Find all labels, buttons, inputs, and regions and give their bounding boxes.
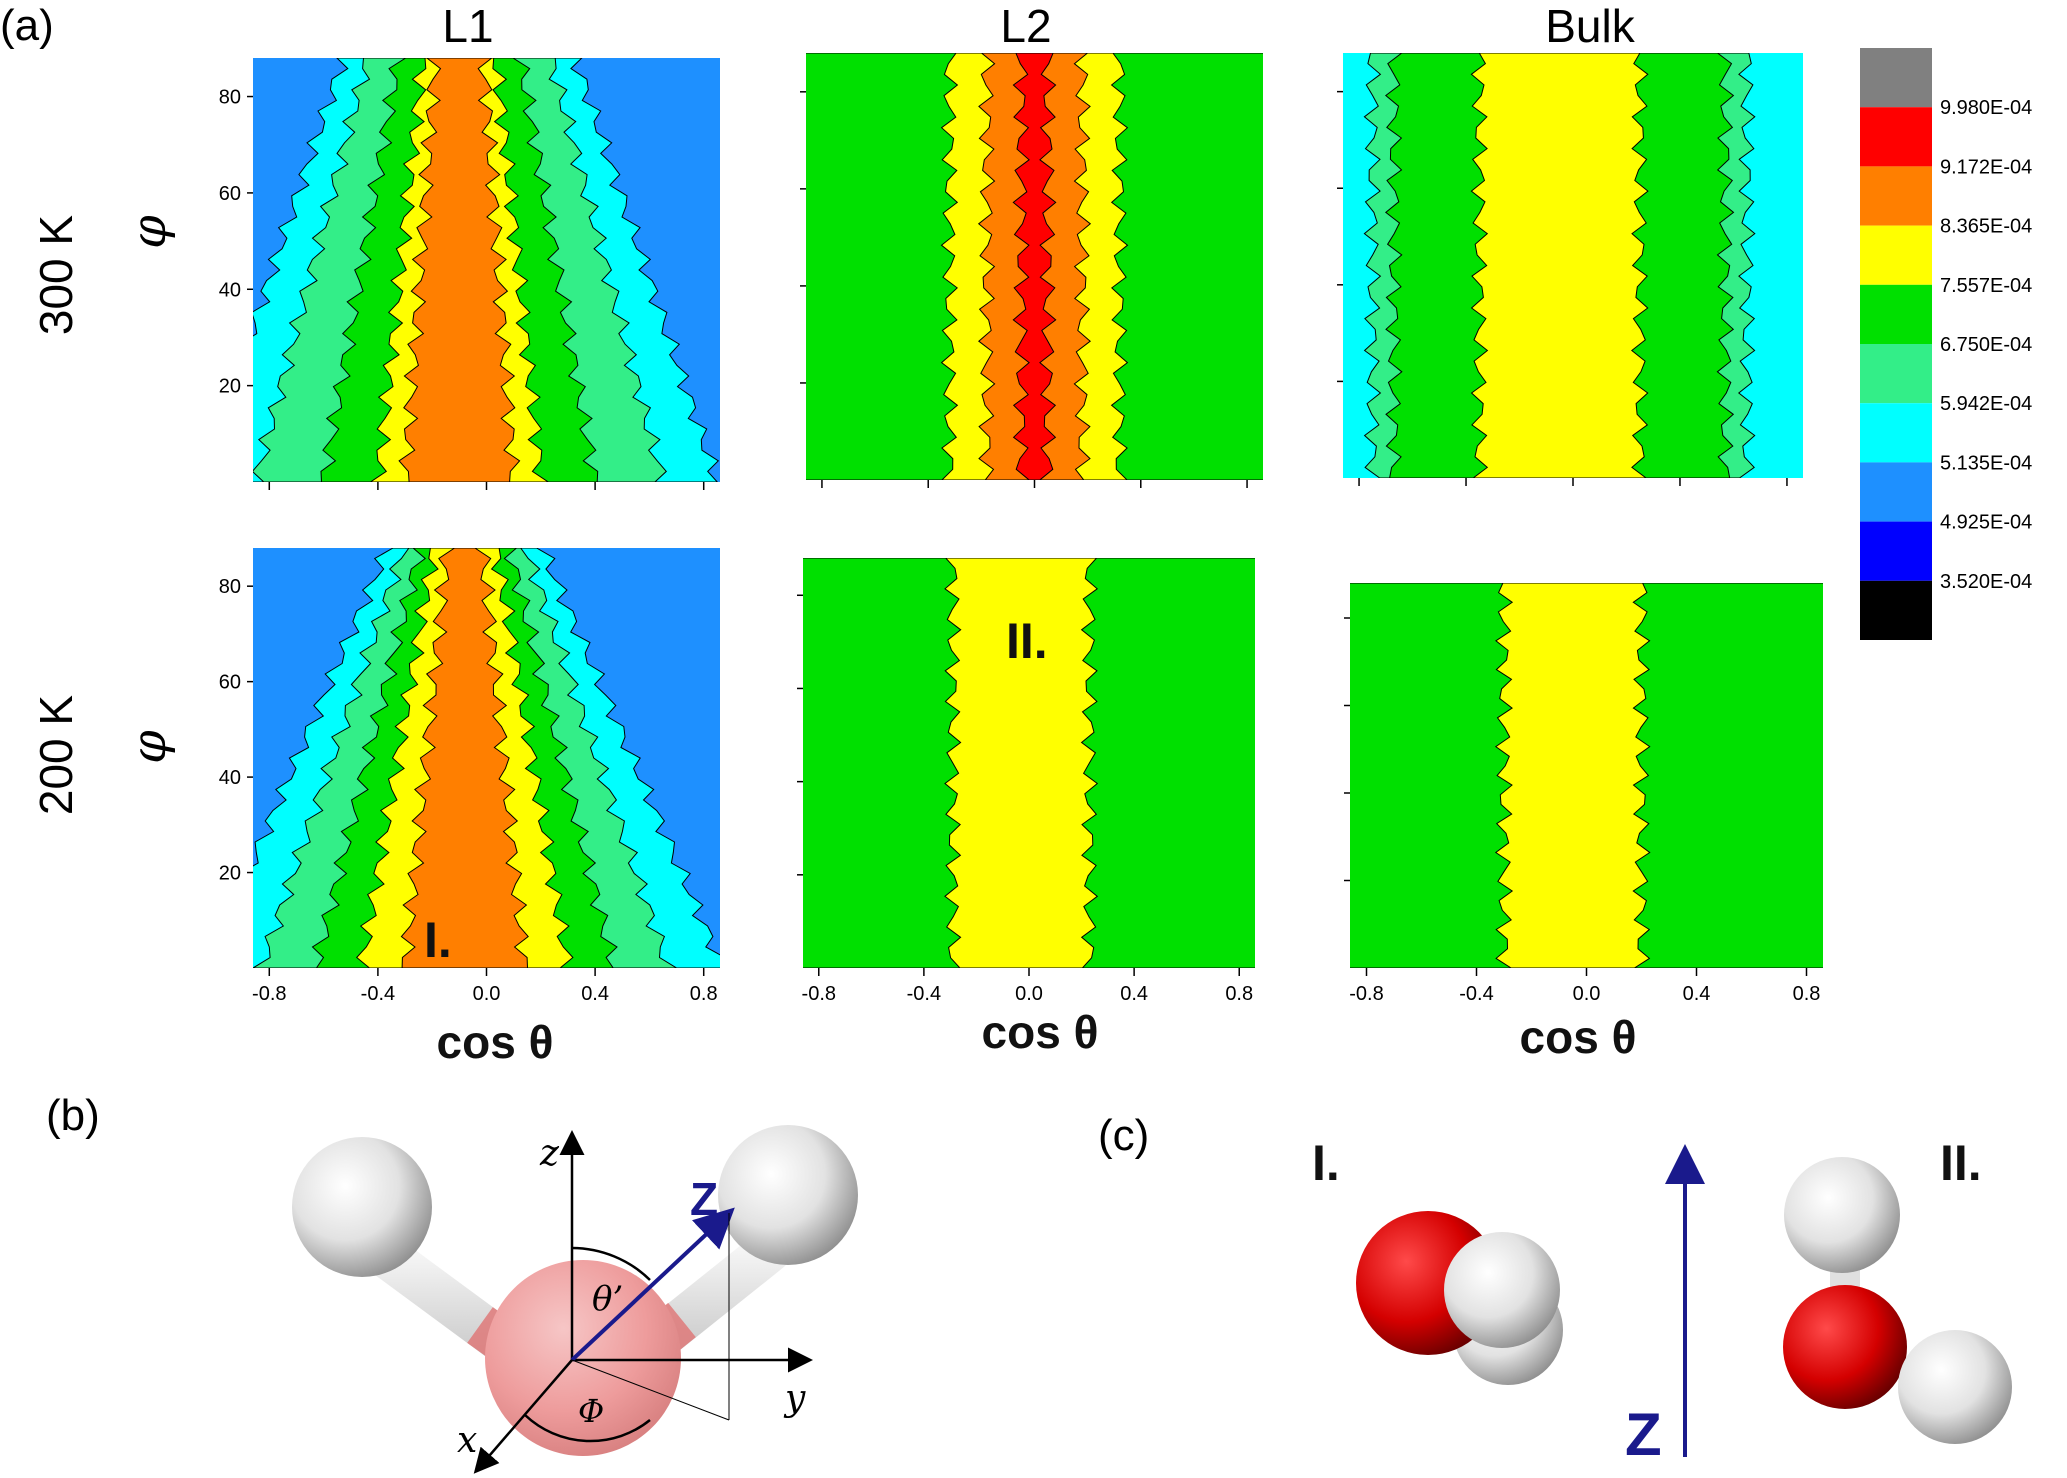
contour-band (400, 548, 529, 968)
contour-band (1494, 583, 1651, 968)
x-tick-label: 0.0 (473, 983, 501, 1005)
colorbar-swatch (1860, 107, 1932, 167)
theta-label: θ’ (592, 1279, 623, 1319)
diagram-c: I. II. Z (1312, 1135, 2012, 1468)
x-axis-arrow-icon (473, 1359, 573, 1474)
colorbar-swatch (1860, 344, 1932, 404)
y-tick-label: 80 (219, 576, 241, 598)
y-axis-label-bottom: φ (121, 730, 177, 764)
colorbar-swatch (1860, 403, 1932, 463)
column-header-bulk: Bulk (1545, 0, 1635, 52)
y-tick-label: 60 (219, 183, 241, 205)
contour-band (1012, 53, 1057, 480)
molecule-II-label: II. (1940, 1135, 1982, 1191)
y-tick-label: 60 (219, 672, 241, 694)
x-tick-label: 0.8 (690, 983, 718, 1005)
heatmap-bulk-300k (1337, 53, 1803, 486)
z-axis-label: z (539, 1133, 560, 1174)
phi-label: Φ (578, 1392, 604, 1430)
molecular-axis-label: Z (690, 1173, 718, 1225)
colorbar-swatch (1860, 284, 1932, 344)
y-tick-label: 80 (219, 87, 241, 109)
heatmap-l2-200k: -0.8 -0.4 0.0 0.4 0.8 (797, 558, 1255, 1005)
colorbar-label: 9.172E-04 (1940, 156, 2032, 178)
y-tick-label: 40 (219, 279, 241, 301)
x-tick-label: 0.8 (1225, 983, 1253, 1005)
x-tick-label: -0.8 (802, 983, 836, 1005)
colorbar-label: 4.925E-04 (1940, 512, 2032, 534)
heatmap-l1-200k: -0.8 -0.4 0.0 0.4 0.8 20 40 60 80 (219, 548, 720, 1005)
colorbar-swatch (1860, 225, 1932, 285)
colorbar-swatch (1860, 166, 1932, 226)
colorbar-swatch (1860, 580, 1932, 640)
x-axis-label-bulk: cos θ (1520, 1011, 1637, 1063)
c-z-axis-label: Z (1625, 1401, 1662, 1468)
x-tick-label: -0.8 (252, 983, 286, 1005)
y-tick-label: 20 (219, 376, 241, 398)
x-tick-label: -0.4 (1459, 983, 1493, 1005)
molecule-I-hydrogen-front-icon (1444, 1232, 1560, 1348)
diagram-b: z y x Z θ’ Φ (292, 1125, 858, 1474)
row-label-200k: 200 K (30, 695, 82, 816)
y-axis-label: y (783, 1378, 806, 1419)
x-tick-label: 0.8 (1793, 983, 1821, 1005)
colorbar-label: 5.135E-04 (1940, 452, 2032, 474)
y-axis-label-top: φ (121, 215, 177, 249)
x-axis-label-l2: cos θ (982, 1006, 1099, 1058)
x-axis-label-l1: cos θ (437, 1016, 554, 1068)
colorbar-label: 7.557E-04 (1940, 275, 2032, 297)
colorbar-label: 5.942E-04 (1940, 393, 2032, 415)
colorbar-label: 3.520E-04 (1940, 571, 2032, 593)
molecule-I-label: I. (1312, 1135, 1340, 1191)
heatmap-l1-300k: 20 40 60 80 (219, 58, 720, 490)
molecule-II-oxygen-icon (1783, 1285, 1907, 1409)
x-tick-label: 0.4 (1683, 983, 1711, 1005)
y-tick-label: 40 (219, 767, 241, 789)
x-tick-label: -0.4 (907, 983, 941, 1005)
contour-band (398, 58, 521, 482)
molecular-axis-arrow-icon (570, 1207, 735, 1362)
heatmap-bulk-200k: -0.8 -0.4 0.0 0.4 0.8 (1344, 583, 1823, 1005)
x-axis-label: x (457, 1420, 477, 1461)
colorbar: 9.980E-04 9.172E-04 8.365E-04 7.557E-04 6.75… (1860, 48, 2032, 640)
contour-band (1470, 53, 1649, 478)
x-tick-label: -0.8 (1349, 983, 1383, 1005)
colorbar-swatch (1860, 48, 1932, 108)
marker-I: I. (424, 912, 452, 968)
x-tick-label: 0.4 (581, 983, 609, 1005)
panel-label-c: (c) (1098, 1111, 1149, 1160)
colorbar-label: 6.750E-04 (1940, 334, 2032, 356)
colorbar-swatch (1860, 462, 1932, 522)
molecule-II-hydrogen-right-icon (1898, 1330, 2012, 1444)
x-tick-label: 0.0 (1015, 983, 1043, 1005)
colorbar-label: 8.365E-04 (1940, 216, 2032, 238)
panel-label-a: (a) (0, 1, 54, 50)
column-header-l1: L1 (442, 0, 493, 52)
column-header-l2: L2 (1000, 0, 1051, 52)
molecule-II-hydrogen-top-icon (1784, 1157, 1900, 1273)
x-tick-label: 0.4 (1120, 983, 1148, 1005)
oxygen-icon (485, 1260, 681, 1456)
hydrogen-left-icon (292, 1137, 432, 1277)
heatmap-l2-300k (800, 53, 1263, 488)
contour-band (944, 558, 1099, 968)
y-tick-label: 20 (219, 863, 241, 885)
colorbar-label: 9.980E-04 (1940, 97, 2032, 119)
x-tick-label: -0.4 (361, 983, 395, 1005)
x-tick-label: 0.0 (1573, 983, 1601, 1005)
colorbar-swatch (1860, 521, 1932, 581)
marker-II: II. (1006, 613, 1048, 669)
row-label-300k: 300 K (30, 215, 82, 336)
hydrogen-right-icon (718, 1125, 858, 1265)
panel-label-b: (b) (46, 1091, 100, 1140)
